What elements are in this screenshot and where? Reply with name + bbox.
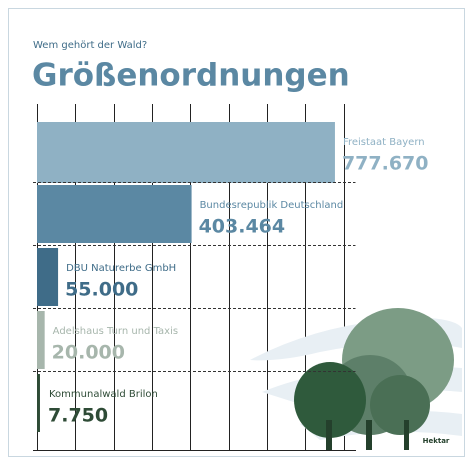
chart-subtitle: Wem gehört der Wald? — [33, 40, 147, 51]
category-label: DBU Naturerbe GmbH — [66, 263, 176, 274]
value-label: 20.000 — [52, 342, 125, 364]
x-axis-label: Hektar — [423, 437, 450, 445]
tree-trunk — [404, 420, 409, 450]
tree-crown — [294, 362, 366, 438]
bar — [37, 248, 59, 306]
value-label: 7.750 — [48, 405, 108, 427]
value-label: 403.464 — [199, 216, 286, 238]
category-label: Kommunalwald Brilon — [49, 389, 158, 400]
tree-illustration — [250, 308, 462, 450]
chart-title: Größenordnungen — [32, 58, 350, 94]
tree-trunk — [366, 420, 372, 450]
tree-crown — [370, 375, 430, 435]
marks: Freistaat Bayern 777.670 Bundesrepublik De… — [33, 122, 428, 432]
category-label: Freistaat Bayern — [343, 137, 425, 148]
frame — [8, 8, 465, 457]
category-label: Bundesrepublik Deutschland — [200, 200, 344, 211]
bar — [37, 374, 40, 432]
category-label: Adelshaus Turn und Taxis — [53, 326, 178, 337]
tree-trunk — [326, 420, 332, 450]
bar — [37, 311, 45, 369]
value-label: 55.000 — [65, 279, 138, 301]
bar — [37, 185, 192, 243]
value-label: 777.670 — [342, 153, 429, 175]
bar — [37, 122, 335, 183]
